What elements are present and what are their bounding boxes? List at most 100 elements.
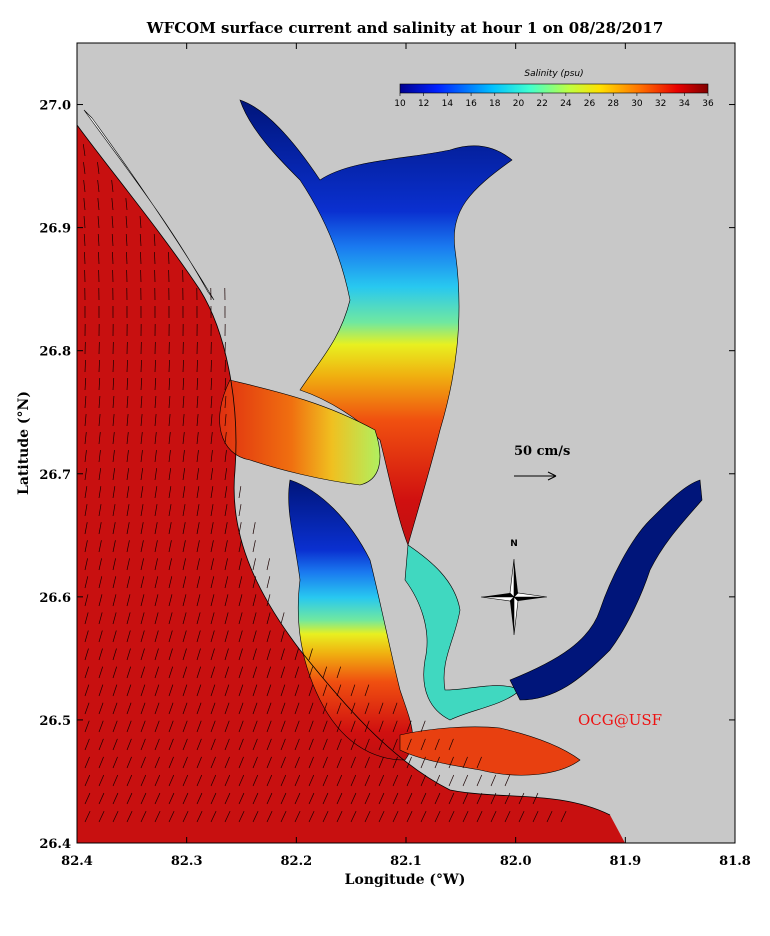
current-vector [336, 666, 342, 679]
current-vector [98, 792, 105, 805]
current-vector [84, 576, 89, 589]
current-vector [462, 774, 469, 787]
compass-north-point [514, 559, 518, 597]
current-vector [392, 774, 399, 787]
current-vector [448, 738, 454, 751]
current-vector [84, 792, 91, 805]
y-tick-label: 26.8 [39, 345, 71, 360]
current-vector [126, 558, 130, 571]
current-vector [196, 738, 202, 751]
current-vector [252, 648, 257, 661]
current-vector [140, 251, 142, 265]
current-vector [126, 612, 131, 625]
current-vector [98, 359, 100, 373]
current-vector [322, 738, 328, 751]
current-vector [560, 810, 567, 823]
current-vector [476, 774, 483, 787]
x-tick-label: 81.8 [719, 854, 751, 869]
map-title: WFCOM surface current and salinity at ho… [146, 19, 664, 37]
y-tick-label: 26.4 [39, 837, 71, 852]
current-vector [210, 576, 215, 589]
current-vector [112, 558, 116, 571]
current-vector [97, 234, 100, 247]
current-vector [140, 738, 146, 751]
current-vector [140, 486, 144, 499]
current-vector [82, 144, 86, 157]
current-vector [154, 594, 159, 607]
current-vector [154, 684, 160, 697]
current-vector [308, 684, 314, 697]
current-vector [392, 738, 398, 751]
current-vector [280, 756, 286, 769]
current-vector [322, 702, 328, 715]
current-vector [182, 720, 188, 733]
current-vector [406, 792, 413, 805]
current-vector [224, 792, 231, 805]
current-vector [476, 810, 483, 823]
current-vector [238, 702, 244, 715]
current-vector [196, 504, 200, 517]
current-vector [532, 810, 539, 823]
current-vector [84, 774, 91, 787]
current-vector [111, 198, 114, 211]
current-vector [182, 684, 188, 697]
current-vector [98, 504, 102, 517]
compass-south-point [510, 597, 514, 635]
current-vector [140, 720, 146, 733]
current-vector [98, 666, 104, 679]
current-vector [210, 468, 214, 481]
current-vector [112, 738, 118, 751]
current-vector [168, 396, 171, 409]
current-vector [83, 180, 86, 193]
current-vector [210, 378, 213, 391]
current-vector [112, 468, 116, 481]
current-vector [126, 251, 128, 265]
current-vector [126, 396, 129, 409]
current-vector [196, 540, 200, 553]
current-vector [280, 720, 286, 733]
current-vector [224, 378, 227, 391]
current-vector [364, 702, 370, 715]
current-vector [112, 612, 117, 625]
current-vector [112, 756, 118, 769]
current-vector [154, 792, 161, 805]
current-vector [210, 522, 214, 535]
current-vector [280, 648, 285, 661]
compass-west-point [481, 593, 514, 597]
current-vector [224, 396, 227, 409]
current-vector [364, 684, 370, 697]
current-vector [140, 702, 146, 715]
current-vector [139, 216, 142, 229]
current-vector [154, 396, 157, 409]
current-vector [168, 504, 172, 517]
current-vector [182, 594, 187, 607]
current-vector [154, 774, 161, 787]
current-vector [98, 432, 101, 445]
current-vector [252, 792, 259, 805]
current-vector [210, 720, 216, 733]
compass-east-point-light [513, 592, 548, 598]
current-vector [224, 756, 230, 769]
colorbar-tick-label: 20 [513, 99, 525, 109]
current-vector [336, 756, 342, 769]
current-vector [140, 396, 143, 409]
current-vector [98, 810, 105, 823]
current-vector [126, 738, 132, 751]
current-vector [112, 522, 116, 535]
current-vector [210, 666, 216, 679]
current-vector [266, 630, 271, 643]
current-vector [196, 612, 201, 625]
current-vector [406, 810, 413, 823]
current-vector [294, 648, 299, 661]
current-vector [196, 792, 203, 805]
charlotte-harbor-channel [219, 379, 381, 486]
current-vector [210, 648, 215, 661]
current-vector [112, 504, 116, 517]
current-vector [154, 666, 160, 679]
current-vector [238, 522, 242, 535]
current-vector [252, 558, 256, 571]
current-vector [196, 378, 199, 391]
current-vector [140, 468, 144, 481]
current-vector [112, 432, 115, 445]
current-vector [266, 738, 272, 751]
